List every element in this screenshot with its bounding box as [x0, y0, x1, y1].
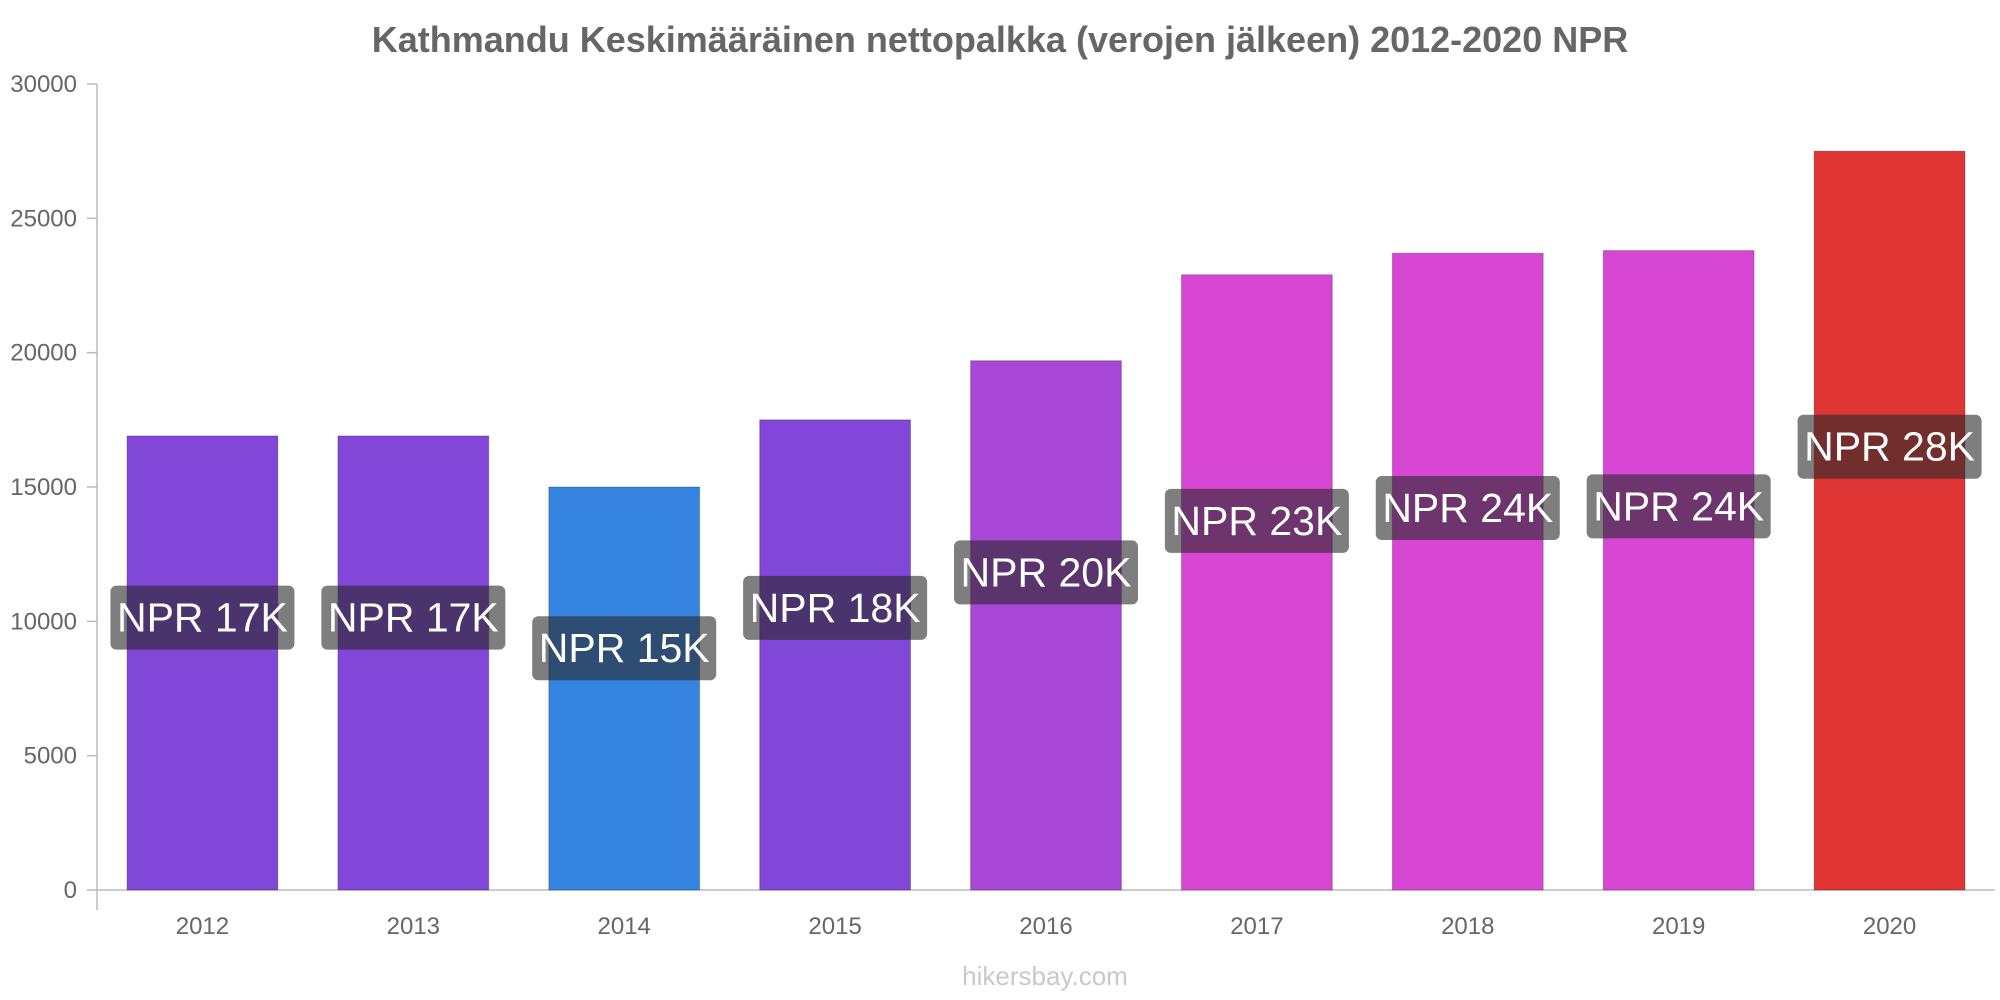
value-label-box	[743, 575, 928, 640]
value-label-box	[954, 540, 1138, 605]
bar-2014	[548, 486, 701, 891]
x-tick-label: 2018	[1441, 913, 1494, 940]
value-label: NPR 24K	[1593, 483, 1764, 529]
x-tick-label: 2017	[1230, 913, 1283, 940]
value-label-box	[1164, 488, 1349, 553]
value-label-box	[321, 585, 506, 650]
value-label-box	[1375, 475, 1560, 540]
bar-2019	[1602, 250, 1755, 891]
value-label: NPR 24K	[1382, 485, 1553, 531]
y-tick-label: 5000	[24, 743, 77, 770]
value-label: NPR 18K	[750, 585, 921, 631]
value-label-box	[532, 616, 717, 681]
bar-2020	[1813, 150, 1966, 891]
x-tick-label: 2014	[598, 913, 651, 940]
bar-2016	[970, 360, 1122, 891]
y-tick-label: 25000	[10, 205, 77, 232]
value-label: NPR 17K	[117, 595, 288, 641]
y-tick-label: 0	[64, 877, 77, 904]
value-label: NPR 17K	[328, 595, 499, 641]
x-tick-label: 2015	[808, 913, 861, 940]
y-tick-label: 30000	[10, 71, 77, 98]
y-tick-label: 10000	[10, 608, 77, 635]
value-labels: NPR 17K NPR 17K NPR 15K NPR 18K NPR 20K NPR 2…	[110, 414, 1982, 681]
axes: 0 5000 10000 15000 20000 25000 30000 2012 2013 20…	[10, 71, 1995, 940]
x-tick-label: 2012	[176, 913, 229, 940]
bar-2013	[337, 435, 490, 891]
value-label-box	[110, 585, 295, 650]
value-label: NPR 28K	[1804, 424, 1975, 470]
bar-2012	[126, 435, 279, 891]
bar-2015	[759, 419, 912, 891]
value-label: NPR 20K	[961, 549, 1132, 595]
x-tick-label: 2016	[1019, 913, 1072, 940]
bar-2018	[1391, 252, 1544, 891]
x-tick-label: 2013	[387, 913, 440, 940]
bar-2017	[1180, 274, 1333, 891]
chart-title: Kathmandu Keskimääräinen nettopalkka (ve…	[372, 19, 1629, 60]
y-tick-label: 15000	[10, 474, 77, 501]
y-tick-label: 20000	[10, 340, 77, 367]
value-label-box	[1797, 414, 1982, 479]
x-tick-label: 2020	[1863, 913, 1916, 940]
value-label-box	[1586, 474, 1771, 539]
bars	[126, 150, 1966, 891]
value-label: NPR 15K	[539, 625, 710, 671]
watermark: hikersbay.com	[962, 961, 1128, 991]
x-tick-label: 2019	[1652, 913, 1705, 940]
value-label: NPR 23K	[1171, 498, 1342, 544]
